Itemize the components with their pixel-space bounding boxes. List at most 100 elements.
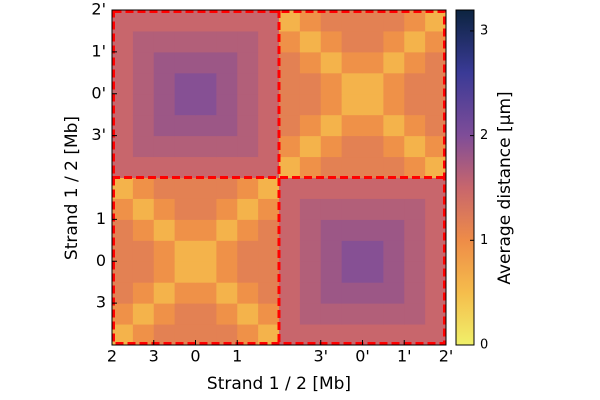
heatmap-cell xyxy=(174,240,196,262)
heatmap-cell xyxy=(216,30,238,53)
heatmap-cell xyxy=(216,198,238,220)
heatmap-cell xyxy=(153,240,176,262)
heatmap-cell xyxy=(132,198,155,220)
heatmap-cell xyxy=(195,303,217,325)
heatmap-cell xyxy=(404,10,426,32)
heatmap-cell xyxy=(341,30,363,53)
heatmap-cell xyxy=(237,261,259,283)
heatmap-cell xyxy=(112,261,134,283)
heatmap-cell xyxy=(320,324,343,346)
heatmap-cell xyxy=(132,177,155,199)
x-tick-label: 2 xyxy=(107,347,117,366)
heatmap-cell xyxy=(362,93,384,116)
heatmap-cell xyxy=(112,240,134,262)
heatmap-cell xyxy=(237,135,259,158)
heatmap-cell xyxy=(132,114,155,137)
heatmap-cell xyxy=(195,30,217,53)
heatmap-cell xyxy=(362,51,384,74)
heatmap-cell xyxy=(174,93,196,116)
heatmap-cell xyxy=(174,72,196,95)
x-axis-label: Strand 1 / 2 [Mb] xyxy=(207,374,351,394)
heatmap-cell xyxy=(341,282,363,304)
heatmap-cell xyxy=(404,240,426,262)
heatmap-cell xyxy=(174,261,196,283)
heatmap-cell xyxy=(153,282,176,304)
heatmap-cell xyxy=(237,51,259,74)
heatmap-cell xyxy=(237,114,259,137)
heatmap-cell xyxy=(195,72,217,95)
heatmap-cell xyxy=(341,219,363,241)
heatmap-cell xyxy=(362,135,384,158)
heatmap-cell xyxy=(362,30,384,53)
heatmap-cell xyxy=(195,219,217,241)
heatmap-cell xyxy=(362,177,384,199)
heatmap-cell xyxy=(279,114,301,137)
heatmap-cell xyxy=(132,51,155,74)
heatmap-cell xyxy=(132,303,155,325)
heatmap-cell xyxy=(237,156,259,178)
heatmap-cell xyxy=(299,303,322,325)
heatmap-cell xyxy=(425,51,447,74)
heatmap-cell xyxy=(279,51,301,74)
heatmap-cell xyxy=(404,51,426,74)
heatmap-cell xyxy=(195,10,217,32)
heatmap-cell xyxy=(362,240,384,262)
heatmap-cell xyxy=(299,219,322,241)
heatmap-cell xyxy=(132,30,155,53)
heatmap-cell xyxy=(425,303,447,325)
y-tick-label: 1 xyxy=(96,209,106,228)
heatmap-cell xyxy=(279,261,301,283)
heatmap-cell xyxy=(216,261,238,283)
heatmap-cell xyxy=(341,114,363,137)
heatmap-cell xyxy=(425,324,447,346)
heatmap-cell xyxy=(132,93,155,116)
heatmap-cell xyxy=(404,30,426,53)
heatmap-cell xyxy=(258,114,280,137)
heatmap-cell xyxy=(237,72,259,95)
heatmap-cell xyxy=(258,51,280,74)
heatmap-cell xyxy=(425,261,447,283)
heatmap-cell xyxy=(112,10,134,32)
heatmap-cell xyxy=(279,93,301,116)
heatmap-cell xyxy=(425,198,447,220)
heatmap-cell xyxy=(404,219,426,241)
heatmap-cell xyxy=(174,282,196,304)
heatmap-cell xyxy=(174,135,196,158)
heatmap-cell xyxy=(153,114,176,137)
heatmap-cell xyxy=(132,219,155,241)
heatmap-cell xyxy=(320,10,343,32)
heatmap-cell xyxy=(195,198,217,220)
heatmap-cell xyxy=(320,30,343,53)
y-tick-label: 2' xyxy=(91,0,106,19)
heatmap-cell xyxy=(258,135,280,158)
heatmap-cell xyxy=(216,114,238,137)
heatmap-cell xyxy=(299,240,322,262)
heatmap-cell xyxy=(299,156,322,178)
heatmap-cell xyxy=(195,156,217,178)
heatmap-cell xyxy=(299,51,322,74)
heatmap-cell xyxy=(299,324,322,346)
heatmap-cell xyxy=(279,324,301,346)
heatmap-cell xyxy=(383,30,405,53)
y-tick-label: 3' xyxy=(91,125,106,144)
heatmap-cell xyxy=(174,114,196,137)
heatmap-cell xyxy=(258,303,280,325)
heatmap-cell xyxy=(383,93,405,116)
heatmap-cell xyxy=(362,219,384,241)
heatmap-cell xyxy=(320,198,343,220)
heatmap-cell xyxy=(341,72,363,95)
heatmap-cell xyxy=(404,72,426,95)
heatmap-cell xyxy=(174,177,196,199)
heatmap-cell xyxy=(216,72,238,95)
heatmap-cell xyxy=(341,177,363,199)
heatmap-cell xyxy=(299,10,322,32)
heatmap-cell xyxy=(341,51,363,74)
heatmap-cell xyxy=(216,93,238,116)
heatmap-cell xyxy=(425,240,447,262)
heatmap-cell xyxy=(279,30,301,53)
heatmap-cell xyxy=(362,72,384,95)
heatmap-cell xyxy=(174,51,196,74)
heatmap-cell xyxy=(112,324,134,346)
heatmap-cell xyxy=(112,51,134,74)
heatmap-cell xyxy=(341,324,363,346)
